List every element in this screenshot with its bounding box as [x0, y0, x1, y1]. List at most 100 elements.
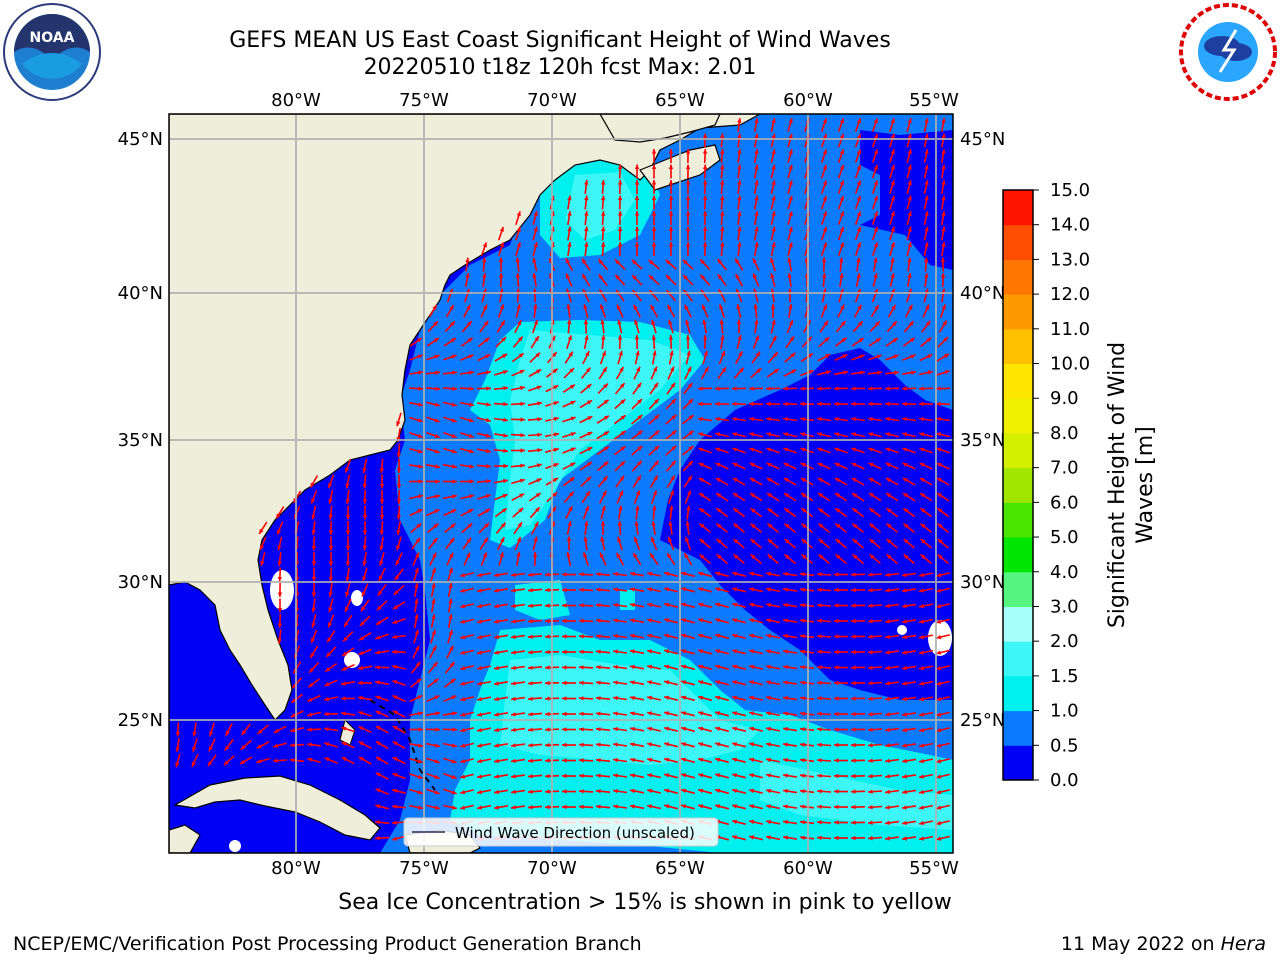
wave-direction-arrowhead: [800, 572, 805, 577]
wave-direction-arrowhead: [448, 567, 453, 573]
wave-direction-arrowhead: [460, 805, 466, 810]
wave-direction-arrowhead: [469, 386, 474, 391]
wave-direction-arrowhead: [545, 634, 550, 639]
wave-direction-arrowhead: [924, 149, 929, 154]
wave-direction-arrowhead: [477, 634, 482, 640]
wave-direction-arrowhead: [418, 743, 423, 748]
wave-direction-arrowhead: [434, 695, 440, 700]
wave-direction-arrowhead: [494, 696, 499, 702]
wave-direction-arrowhead: [767, 523, 773, 529]
wave-direction-arrowhead: [587, 432, 593, 436]
wave-direction-arrowhead: [630, 633, 635, 639]
wave-direction-arrowhead: [359, 636, 365, 641]
wave-direction-arrowhead: [766, 587, 771, 592]
wave-direction-arrowhead: [783, 463, 789, 467]
wave-direction-arrowhead: [890, 164, 895, 170]
wave-direction-arrowhead: [584, 335, 589, 340]
wave-direction-arrowhead: [907, 195, 912, 201]
wave-direction-arrowhead: [668, 180, 674, 185]
wave-direction-arrowhead: [699, 508, 705, 513]
wave-direction-arrowhead: [754, 319, 759, 325]
wave-direction-arrowhead: [698, 680, 704, 685]
wave-direction-arrowhead: [647, 664, 652, 670]
wave-direction-arrowhead: [800, 649, 805, 654]
wave-direction-arrowhead: [452, 494, 457, 499]
wave-direction-arrowhead: [358, 741, 364, 746]
wave-direction-arrowhead: [223, 760, 229, 766]
wave-direction-arrowhead: [394, 575, 400, 581]
wave-direction-arrowhead: [834, 649, 839, 655]
wave-direction-arrowhead: [358, 695, 363, 701]
wave-direction-arrowhead: [668, 226, 674, 231]
wave-direction-arrowhead: [432, 552, 437, 558]
wave-direction-arrowhead: [920, 493, 926, 498]
wave-direction-arrowhead: [868, 588, 873, 593]
wave-direction-arrowhead: [396, 499, 402, 504]
wave-direction-arrowhead: [345, 499, 350, 504]
lon-label: 75°W: [399, 858, 449, 879]
wave-direction-arrowhead: [617, 536, 622, 542]
wave-direction-arrowhead: [431, 629, 436, 635]
wave-direction-arrowhead: [377, 590, 383, 596]
wave-direction-arrowhead: [681, 680, 687, 685]
wave-direction-arrowhead: [617, 335, 623, 340]
wave-direction-arrowhead: [582, 258, 587, 264]
wave-direction-arrowhead: [924, 242, 929, 247]
wave-direction-arrowhead: [503, 402, 508, 407]
wave-direction-arrowhead: [732, 417, 737, 422]
wave-direction-arrowhead: [681, 649, 687, 654]
wave-direction-arrowhead: [579, 572, 584, 577]
wave-direction-arrowhead: [885, 619, 890, 624]
wave-direction-arrowhead: [902, 712, 907, 717]
wave-direction-arrowhead: [554, 416, 559, 422]
wave-direction-arrowhead: [851, 742, 856, 748]
wave-direction-arrowhead: [379, 515, 385, 520]
wave-direction-arrowhead: [766, 447, 772, 452]
wave-direction-arrowhead: [936, 432, 942, 437]
wave-direction-arrowhead: [630, 695, 635, 701]
colorbar-tick-label: 14.0: [1050, 215, 1090, 236]
wave-direction-arrowhead: [767, 554, 773, 560]
wave-direction-arrowhead: [503, 448, 508, 453]
wave-direction-arrowhead: [875, 338, 881, 343]
wave-direction-arrowhead: [919, 634, 924, 640]
wave-direction-arrowhead: [601, 505, 606, 511]
wave-direction-arrowhead: [919, 789, 924, 795]
wave-direction-arrowhead: [822, 273, 827, 278]
wave-direction-arrowhead: [736, 319, 742, 324]
wave-direction-arrowhead: [613, 789, 618, 794]
wave-direction-arrowhead: [851, 696, 856, 701]
wave-direction-arrowhead: [698, 618, 704, 623]
wave-direction-arrowhead: [868, 805, 873, 810]
wave-direction-arrowhead: [682, 259, 688, 265]
wave-direction-arrowhead: [435, 464, 440, 469]
wave-direction-arrowhead: [468, 418, 474, 423]
wave-direction-arrowhead: [783, 727, 788, 732]
wave-direction-arrowhead: [886, 493, 892, 498]
wave-direction-arrowhead: [856, 164, 861, 170]
wave-direction-arrowhead: [562, 758, 567, 763]
wave-direction-arrowhead: [415, 537, 421, 543]
wave-direction-arrowhead: [698, 463, 704, 467]
wave-direction-arrowhead: [477, 743, 482, 748]
wave-direction-arrowhead: [907, 226, 912, 232]
wave-direction-arrowhead: [885, 432, 891, 437]
wave-direction-arrowhead: [431, 567, 436, 573]
wave-direction-arrowhead: [630, 602, 635, 608]
wave-direction-arrowhead: [868, 401, 873, 407]
wave-direction-arrowhead: [432, 305, 437, 310]
wave-direction-arrowhead: [450, 678, 456, 684]
wave-direction-arrowhead: [851, 432, 857, 437]
wave-direction-arrowhead: [652, 350, 657, 356]
wave-direction-arrowhead: [851, 478, 857, 483]
wave-direction-arrowhead: [685, 335, 691, 340]
wave-direction-arrowhead: [858, 321, 863, 327]
wave-direction-arrowhead: [533, 226, 538, 232]
wave-direction-arrowhead: [528, 665, 533, 670]
wave-direction-arrowhead: [783, 386, 788, 391]
wave-direction-arrowhead: [783, 711, 788, 716]
map-legend: Wind Wave Direction (unscaled): [403, 817, 719, 847]
wave-direction-arrowhead: [698, 695, 704, 700]
wave-direction-arrowhead: [859, 354, 865, 359]
wave-direction-arrowhead: [817, 386, 822, 391]
